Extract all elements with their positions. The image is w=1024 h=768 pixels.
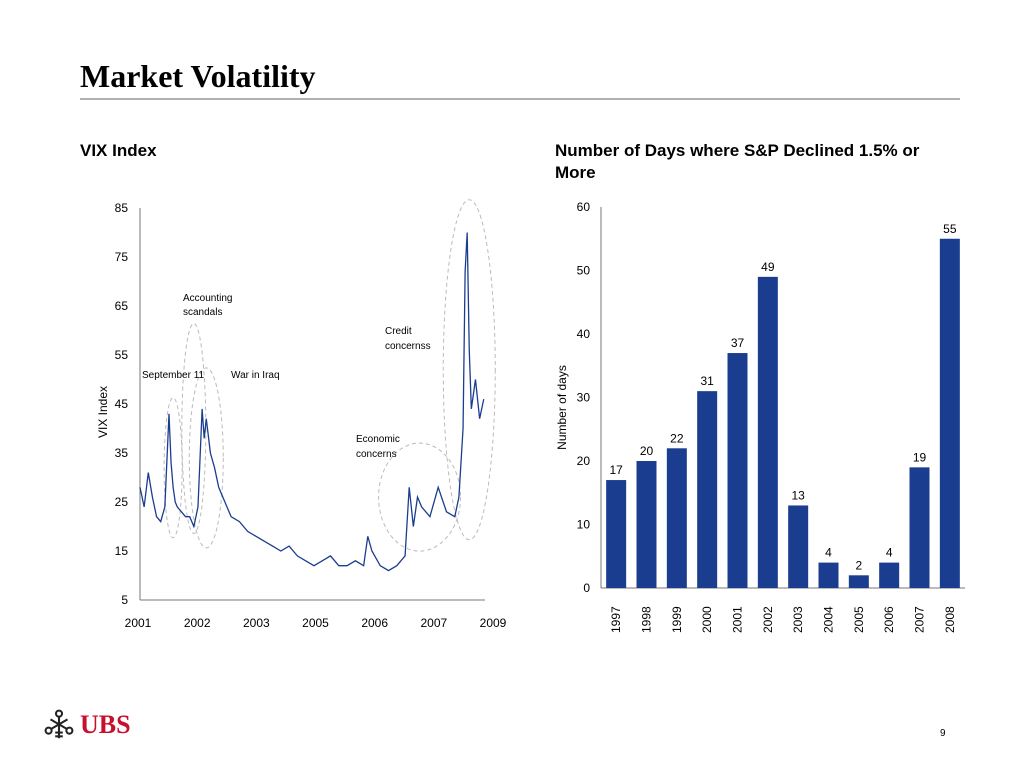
vix-highlight-ellipse	[163, 397, 183, 539]
bar-data-label: 13	[791, 488, 805, 502]
bar-x-tick-label: 2002	[761, 606, 775, 633]
bar-1997	[606, 480, 627, 588]
vix-y-tick-label: 25	[115, 495, 129, 509]
vix-highlight-ellipse	[188, 367, 224, 549]
bar-data-label: 55	[943, 222, 957, 236]
vix-y-tick-label: 55	[115, 348, 129, 362]
bar-x-tick-label: 2001	[731, 606, 745, 633]
bar-data-label: 37	[731, 336, 745, 350]
vix-highlight-ellipse	[378, 442, 462, 552]
bar-chart-title: Number of Days where S&P Declined 1.5% o…	[555, 141, 920, 182]
vix-x-tick-label: 2003	[243, 616, 270, 630]
vix-y-tick-label: 75	[115, 250, 129, 264]
bar-2000	[697, 391, 718, 588]
bar-y-tick-label: 40	[577, 327, 591, 341]
bar-y-tick-label: 30	[577, 391, 591, 405]
vix-x-tick-label: 2005	[302, 616, 329, 630]
bar-x-tick-label: 2000	[700, 606, 714, 633]
vix-annotation: War in Iraq	[231, 370, 280, 381]
vix-chart-title: VIX Index	[80, 141, 157, 160]
bar-x-tick-label: 2008	[943, 606, 957, 633]
bar-x-tick-label: 2004	[822, 606, 836, 633]
vix-y-tick-label: 45	[115, 397, 129, 411]
bar-data-label: 4	[825, 546, 832, 560]
vix-series-line	[139, 232, 485, 572]
vix-annotation: scandals	[183, 307, 222, 318]
bar-2004	[818, 562, 839, 588]
vix-y-tick-label: 15	[115, 544, 129, 558]
bar-data-label: 20	[640, 444, 654, 458]
vix-annotation: concerns	[356, 449, 397, 460]
bar-x-tick-label: 2006	[882, 606, 896, 633]
bar-data-label: 49	[761, 260, 775, 274]
bar-1998	[636, 461, 657, 588]
bar-2001	[727, 353, 748, 588]
bar-data-label: 19	[913, 450, 927, 464]
bar-2006	[879, 562, 900, 588]
bar-y-tick-label: 20	[577, 454, 591, 468]
bar-y-tick-label: 50	[577, 264, 591, 278]
bar-2007	[909, 467, 930, 588]
ubs-logo-text: UBS	[80, 710, 131, 739]
vix-annotation: Accounting	[183, 293, 232, 304]
vix-highlight-ellipse	[442, 199, 496, 541]
bar-y-axis-label: Number of days	[555, 365, 569, 450]
vix-annotation: September 11	[142, 370, 205, 381]
page-number: 9	[940, 728, 946, 739]
vix-x-tick-label: 2001	[125, 616, 152, 630]
bar-data-label: 2	[855, 558, 862, 572]
vix-y-tick-label: 35	[115, 446, 129, 460]
bar-2002	[757, 276, 778, 588]
bar-data-label: 17	[609, 463, 623, 477]
bar-data-label: 31	[700, 374, 714, 388]
bar-x-tick-label: 1997	[609, 606, 623, 633]
vix-x-tick-label: 2009	[480, 616, 507, 630]
vix-x-tick-label: 2007	[420, 616, 447, 630]
vix-y-axis-label: VIX Index	[96, 386, 110, 438]
bar-x-tick-label: 1999	[670, 606, 684, 633]
vix-y-tick-label: 5	[121, 593, 128, 607]
vix-annotation: Credit	[385, 326, 412, 337]
vix-x-tick-label: 2002	[184, 616, 211, 630]
vix-annotation: concernss	[385, 341, 431, 352]
bar-y-tick-label: 0	[583, 581, 590, 595]
bar-2005	[848, 575, 869, 588]
bar-x-tick-label: 2003	[791, 606, 805, 633]
bar-y-tick-label: 10	[577, 518, 591, 532]
vix-annotation: Economic	[356, 434, 400, 445]
bar-2008	[939, 238, 960, 588]
bar-y-tick-label: 60	[577, 200, 591, 214]
bar-1999	[666, 448, 687, 588]
bar-x-tick-label: 1998	[640, 606, 654, 633]
bar-data-label: 22	[670, 431, 684, 445]
ubs-keys-logo-icon	[44, 709, 74, 739]
vix-y-tick-label: 65	[115, 299, 129, 313]
vix-x-tick-label: 2006	[361, 616, 388, 630]
bar-data-label: 4	[886, 546, 893, 560]
vix-y-tick-label: 85	[115, 201, 129, 215]
bar-2003	[788, 505, 809, 588]
bar-x-tick-label: 2005	[852, 606, 866, 633]
title-divider	[80, 98, 960, 100]
page-title: Market Volatility	[80, 58, 316, 94]
bar-x-tick-label: 2007	[913, 606, 927, 633]
